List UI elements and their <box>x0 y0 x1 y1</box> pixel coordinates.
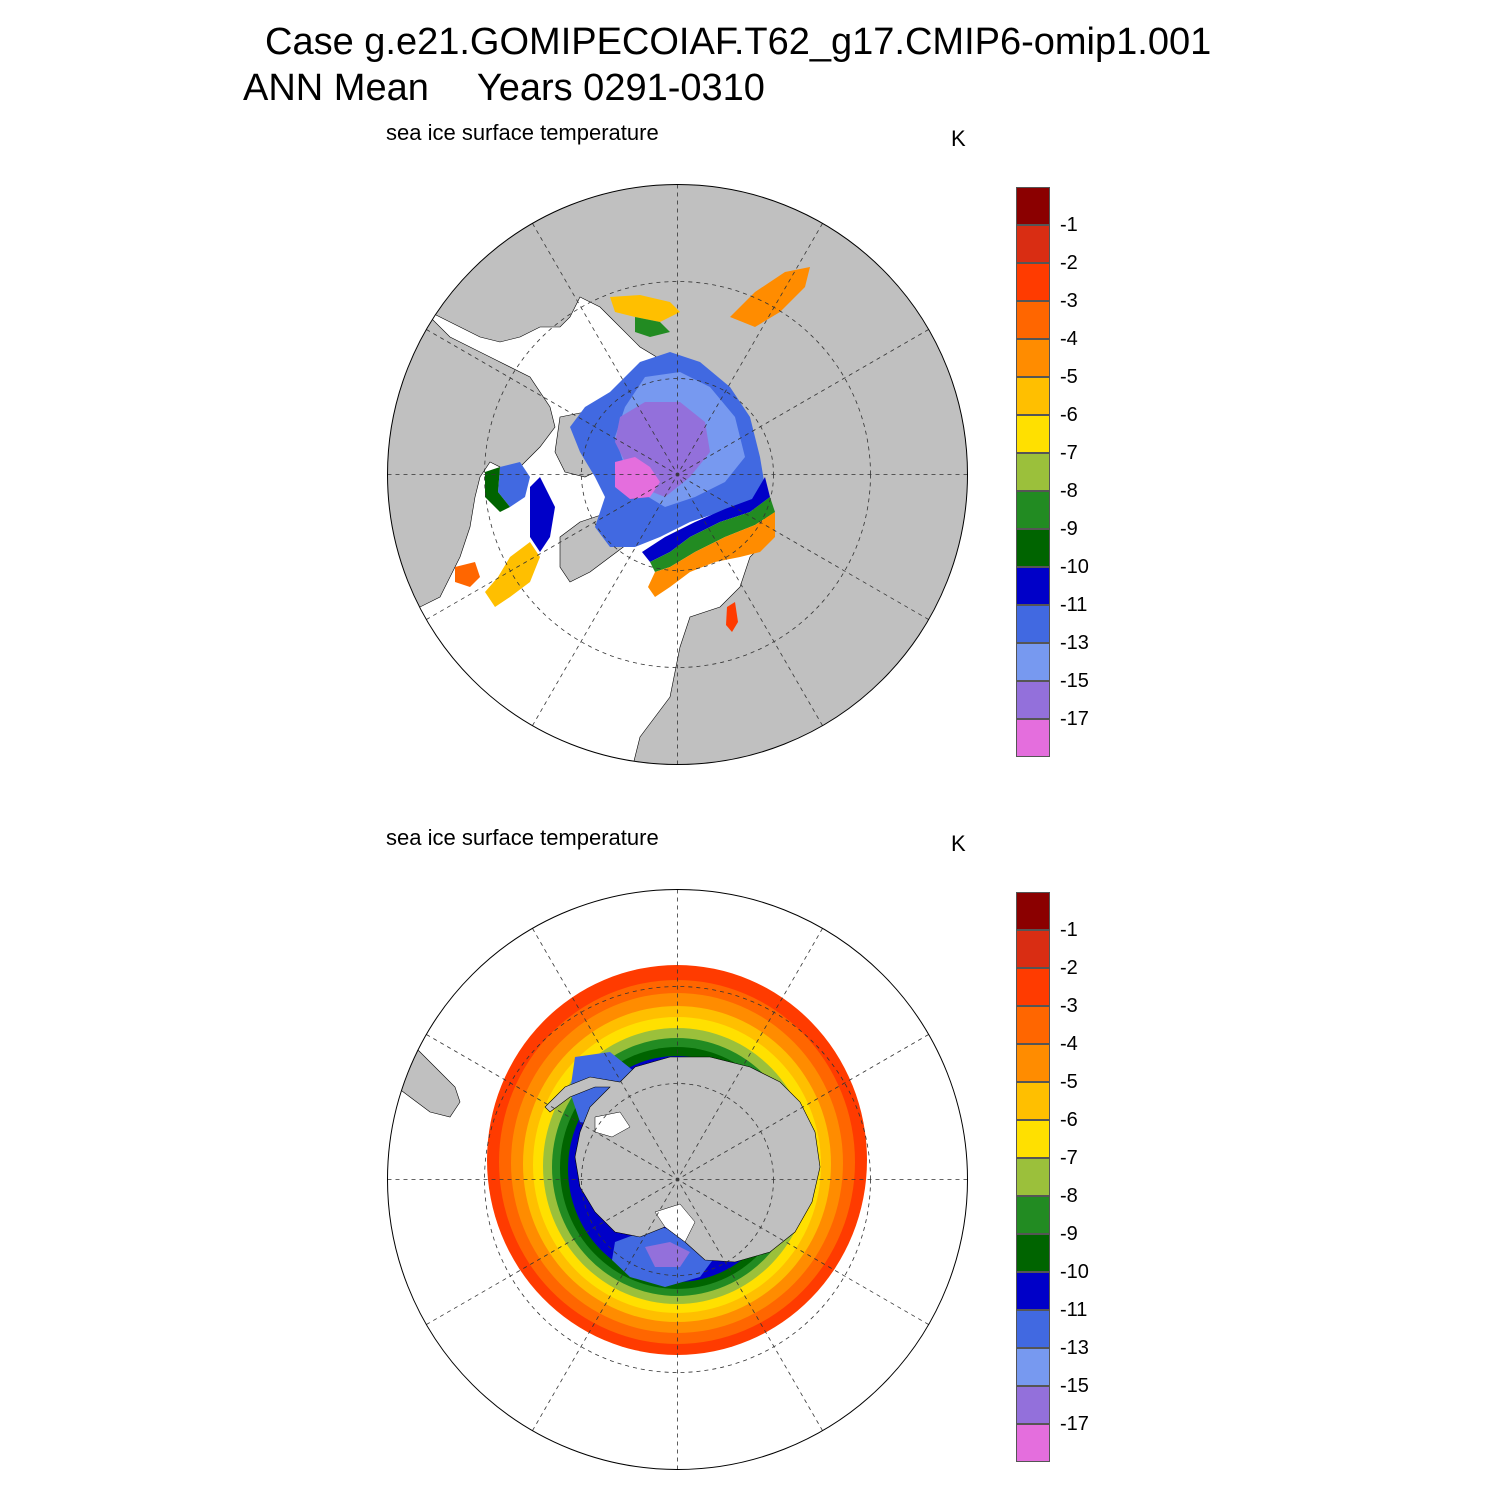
years-label: Years 0291-0310 <box>476 67 765 109</box>
north-panel-units: K <box>951 126 966 151</box>
south-colorbar-label: -7 <box>1060 1147 1078 1169</box>
south-colorbar-swatch <box>1016 1272 1050 1310</box>
north-colorbar-swatch <box>1016 301 1050 339</box>
period-label: ANN Mean <box>243 67 429 109</box>
north-colorbar-swatch <box>1016 415 1050 453</box>
south-colorbar-label: -6 <box>1060 1109 1078 1131</box>
north-colorbar-label: -15 <box>1060 670 1089 692</box>
north-colorbar-swatch <box>1016 225 1050 263</box>
north-ice-bering <box>610 295 680 322</box>
south-colorbar-label: -15 <box>1060 1375 1089 1397</box>
south-colorbar-label: -9 <box>1060 1223 1078 1245</box>
north-ice-labrador <box>530 477 555 552</box>
south-panel-title: sea ice surface temperature <box>386 825 659 850</box>
south-colorbar-swatch <box>1016 1234 1050 1272</box>
north-colorbar-label: -7 <box>1060 442 1078 464</box>
north-colorbar-label: -11 <box>1060 594 1088 616</box>
north-map-border <box>387 184 968 765</box>
north-colorbar-swatch <box>1016 719 1050 757</box>
figure-title-line2: ANN Mean Years 0291-0310 <box>243 66 765 110</box>
south-colorbar-label: -8 <box>1060 1185 1078 1207</box>
south-colorbar-swatch <box>1016 930 1050 968</box>
north-colorbar-swatch <box>1016 491 1050 529</box>
north-colorbar-swatch <box>1016 187 1050 225</box>
north-colorbar-label: -13 <box>1060 632 1089 654</box>
south-colorbar-label: -11 <box>1060 1299 1088 1321</box>
south-colorbar-swatch <box>1016 892 1050 930</box>
north-colorbar-label: -4 <box>1060 328 1078 350</box>
north-colorbar-label: -9 <box>1060 518 1078 540</box>
south-ice-ross-cold <box>645 1242 690 1267</box>
south-colorbar-label: -13 <box>1060 1337 1089 1359</box>
north-colorbar-label: -8 <box>1060 480 1078 502</box>
north-map-content <box>387 184 968 765</box>
south-colorbar-swatch <box>1016 1310 1050 1348</box>
north-colorbar-swatch <box>1016 263 1050 301</box>
north-ice-hudson-edge <box>485 467 510 512</box>
figure-title-line1: Case g.e21.GOMIPECOIAF.T62_g17.CMIP6-omi… <box>265 21 1212 63</box>
north-ice-basin-coldest <box>615 457 660 499</box>
north-ice-margin-dark <box>642 477 770 562</box>
south-polar-map <box>387 889 968 1470</box>
south-land-antarctica <box>544 1056 821 1263</box>
north-ice-bering-green <box>635 317 670 337</box>
north-ice-margin-orange <box>648 512 775 597</box>
north-ice-margin-green <box>650 497 775 572</box>
north-colorbar-swatch <box>1016 529 1050 567</box>
north-ice-hudson <box>498 462 530 507</box>
north-colorbar-label: -10 <box>1060 556 1089 578</box>
north-colorbar-label: -6 <box>1060 404 1078 426</box>
north-colorbar-swatch <box>1016 453 1050 491</box>
south-colorbar-label: -17 <box>1060 1413 1089 1435</box>
north-colorbar-swatch <box>1016 567 1050 605</box>
north-colorbar-label: -17 <box>1060 708 1089 730</box>
north-colorbar-swatch <box>1016 643 1050 681</box>
north-colorbar-swatch <box>1016 339 1050 377</box>
south-colorbar-swatch <box>1016 1082 1050 1120</box>
north-polar-map <box>387 184 968 765</box>
north-colorbar-label: -3 <box>1060 290 1078 312</box>
south-colorbar-swatch <box>1016 1348 1050 1386</box>
north-graticule <box>387 184 968 765</box>
south-colorbar-swatch <box>1016 1044 1050 1082</box>
south-ice-shelf-ronne <box>594 1111 631 1138</box>
south-colorbar-label: -4 <box>1060 1033 1078 1055</box>
south-graticule <box>387 889 968 1470</box>
north-colorbar-label: -2 <box>1060 252 1078 274</box>
north-colorbar-label: -1 <box>1060 214 1078 236</box>
south-colorbar-swatch <box>1016 1424 1050 1462</box>
south-panel-units: K <box>951 831 966 856</box>
south-colorbar-label: -1 <box>1060 919 1078 941</box>
south-colorbar-swatch <box>1016 1386 1050 1424</box>
north-ice-baltic <box>726 602 738 632</box>
south-colorbar-swatch <box>1016 1196 1050 1234</box>
north-ice-labrador-edge <box>485 542 540 607</box>
south-colorbar-label: -10 <box>1060 1261 1089 1283</box>
south-colorbar-swatch <box>1016 1006 1050 1044</box>
north-ice-okhotsk <box>730 267 810 327</box>
south-colorbar-swatch <box>1016 1120 1050 1158</box>
south-colorbar-label: -3 <box>1060 995 1078 1017</box>
south-map-border <box>387 889 968 1470</box>
north-ice-gulf-stlawrence <box>455 562 480 587</box>
north-colorbar-label: -5 <box>1060 366 1078 388</box>
south-colorbar-label: -5 <box>1060 1071 1078 1093</box>
north-panel-title: sea ice surface temperature <box>386 120 659 145</box>
south-colorbar-label: -2 <box>1060 957 1078 979</box>
north-colorbar-swatch <box>1016 377 1050 415</box>
north-colorbar-swatch <box>1016 605 1050 643</box>
south-ice-shelf-ross <box>654 1203 696 1243</box>
south-colorbar-swatch <box>1016 1158 1050 1196</box>
south-map-content <box>387 889 968 1470</box>
north-colorbar-swatch <box>1016 681 1050 719</box>
south-colorbar-swatch <box>1016 968 1050 1006</box>
